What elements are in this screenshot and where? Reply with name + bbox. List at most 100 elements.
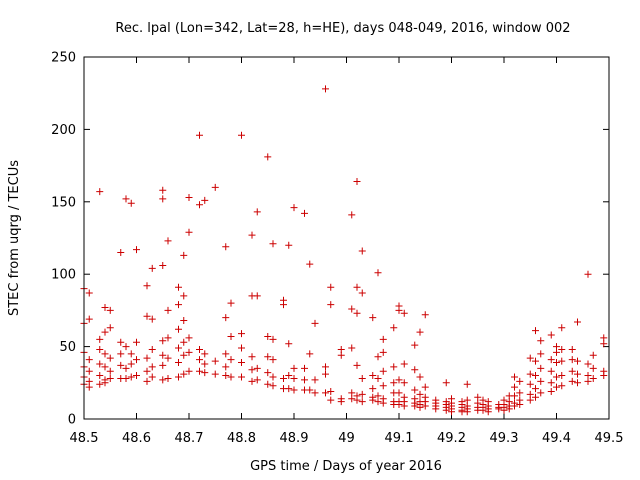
data-points (80, 85, 608, 416)
data-point (374, 398, 382, 406)
data-point (574, 318, 581, 326)
data-point (568, 367, 576, 375)
data-point (269, 240, 277, 248)
x-tick-label: 48.8 (227, 431, 256, 446)
data-point (222, 314, 230, 322)
data-point (222, 350, 230, 358)
data-point (143, 312, 151, 320)
data-point (495, 405, 503, 413)
x-axis-label: GPS time / Days of year 2016 (250, 459, 442, 474)
data-point (133, 372, 140, 380)
data-point (96, 188, 104, 196)
data-point (264, 353, 272, 361)
data-point (558, 357, 566, 365)
data-point (285, 241, 293, 249)
data-point (395, 389, 403, 397)
data-point (180, 370, 188, 378)
data-point (264, 332, 272, 340)
data-point (227, 299, 235, 307)
data-point (526, 370, 534, 378)
x-tick-label: 49 (338, 431, 355, 446)
data-point (117, 338, 125, 346)
data-point (185, 367, 193, 375)
data-point (238, 359, 245, 367)
data-point (416, 403, 424, 411)
data-point (201, 196, 209, 204)
data-point (358, 390, 366, 398)
data-point (175, 325, 182, 333)
data-point (301, 376, 308, 384)
data-point (558, 372, 566, 380)
data-point (306, 260, 314, 268)
data-point (201, 369, 209, 377)
data-point (327, 283, 335, 291)
data-point (106, 374, 114, 382)
data-point (96, 372, 104, 380)
data-point (159, 361, 167, 369)
data-point (185, 228, 193, 236)
data-point (421, 311, 429, 319)
data-point (127, 350, 135, 358)
data-point (101, 363, 109, 371)
data-point (358, 398, 366, 406)
data-point (301, 364, 308, 372)
x-tick-label: 49.4 (542, 431, 571, 446)
data-point (85, 315, 93, 323)
data-point (553, 348, 560, 356)
data-point (337, 351, 345, 359)
data-point (253, 208, 261, 216)
data-point (516, 377, 524, 385)
data-point (584, 270, 592, 278)
data-point (164, 306, 172, 314)
data-point (159, 195, 167, 203)
data-point (222, 363, 230, 371)
data-point (532, 393, 539, 401)
data-point (101, 304, 109, 312)
chart-title: Rec. lpal (Lon=342, Lat=28, h=HE), days … (115, 21, 570, 36)
x-tick-label: 49.1 (385, 431, 414, 446)
data-point (327, 301, 335, 309)
data-point (133, 338, 140, 346)
data-point (85, 383, 93, 391)
data-point (238, 373, 245, 381)
data-point (101, 328, 109, 336)
data-point (395, 401, 403, 409)
data-point (96, 345, 104, 353)
data-point (369, 314, 377, 322)
y-tick-label: 200 (51, 123, 76, 138)
data-point (442, 406, 450, 414)
x-tick-label: 48.5 (70, 431, 99, 446)
data-point (369, 372, 377, 380)
data-point (85, 367, 93, 375)
data-point (516, 389, 524, 397)
data-point (322, 85, 329, 93)
x-tick-label: 48.7 (175, 431, 204, 446)
data-point (374, 353, 382, 361)
data-point (211, 183, 219, 191)
data-point (143, 377, 151, 385)
data-point (369, 396, 377, 404)
data-point (96, 380, 104, 388)
data-point (511, 392, 518, 400)
data-point (358, 289, 366, 297)
data-point (106, 306, 114, 314)
data-point (148, 373, 156, 381)
data-point (185, 334, 193, 342)
data-point (264, 153, 272, 161)
data-point (448, 408, 455, 416)
data-point (463, 408, 471, 416)
data-point (122, 364, 130, 372)
data-point (253, 292, 261, 300)
data-point (353, 178, 361, 186)
data-point (558, 382, 566, 390)
data-point (143, 354, 151, 362)
data-point (374, 374, 382, 382)
x-tick-label: 48.9 (280, 431, 309, 446)
data-point (238, 131, 245, 139)
data-point (180, 351, 188, 359)
data-point (395, 376, 403, 384)
data-point (148, 345, 156, 353)
data-point (353, 283, 361, 291)
data-point (101, 379, 109, 387)
data-point (322, 370, 329, 378)
